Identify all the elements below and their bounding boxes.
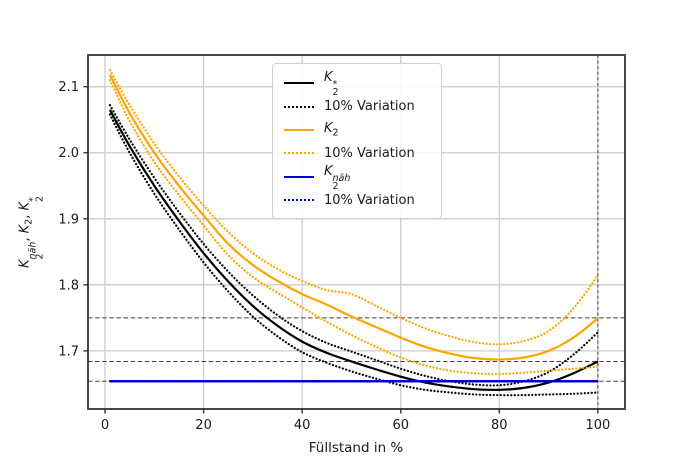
ylabel-k1-scripts: näh 2	[26, 241, 46, 260]
axes-spines	[87, 54, 626, 410]
legend-label-variation: 10% Variation	[324, 99, 415, 115]
legend-label-k2: K2	[324, 121, 339, 139]
legend-line-sample-k2-star-variation	[284, 105, 314, 108]
legend-line-sample-k2	[284, 128, 314, 131]
legend-line-sample-k2-variation	[284, 152, 314, 155]
x-tick-label-60: 60	[392, 418, 409, 433]
legend-item-k2-star-variation: 10% Variation	[284, 95, 431, 118]
x-tick-label-20: 20	[195, 418, 212, 433]
x-tick-label-100: 100	[585, 418, 610, 433]
series-line-3-k2	[108, 74, 599, 361]
ylabel-k1: K	[17, 259, 33, 269]
ylabel-k3-scripts: * 2	[26, 195, 46, 202]
y-tick-label-1.9: 1.9	[58, 212, 79, 227]
legend-item-k2-star: K * 2	[284, 69, 431, 98]
series-line-0-k2-optimal	[108, 109, 599, 392]
ylabel-k2: K	[17, 224, 33, 234]
y-tick-label-1.7: 1.7	[58, 344, 79, 359]
legend-item-k2: K2	[284, 118, 431, 141]
series-line-5-k2-10-variation-lower	[108, 78, 599, 376]
x-axis-label: Füllstand in %	[309, 440, 404, 456]
legend-label-variation: 10% Variation	[324, 192, 415, 208]
legend-line-sample-k2-naeh-variation	[284, 199, 314, 202]
legend-item-k2-variation: 10% Variation	[284, 142, 431, 165]
x-tick-label-40: 40	[294, 418, 311, 433]
x-tick-label-0: 0	[101, 418, 109, 433]
legend-item-k2-naeh-variation: 10% Variation	[284, 189, 431, 212]
legend-label-k2-star: K * 2	[324, 69, 339, 98]
legend-label-variation: 10% Variation	[324, 145, 415, 161]
chart-layers: 0 20 40 60 80 100 1.7 1.8 1.9 2.0 2.1	[58, 54, 626, 433]
legend-line-sample-k2-star	[284, 82, 314, 84]
ylabel-separator: ,	[17, 210, 33, 219]
y-tick-label-2.1: 2.1	[58, 80, 79, 95]
ylabel-separator: ,	[17, 233, 33, 242]
legend-line-sample-k2-naeh	[284, 175, 314, 178]
ylabel-k3: K	[17, 202, 33, 211]
y-tick-label-2.0: 2.0	[58, 146, 79, 161]
series-line-1-k2-10-variation-upper	[108, 104, 599, 387]
y-tick-label-1.8: 1.8	[58, 278, 79, 293]
series-line-2-k2-10-variation-lower	[108, 113, 599, 397]
x-tick-label-80: 80	[491, 418, 508, 433]
